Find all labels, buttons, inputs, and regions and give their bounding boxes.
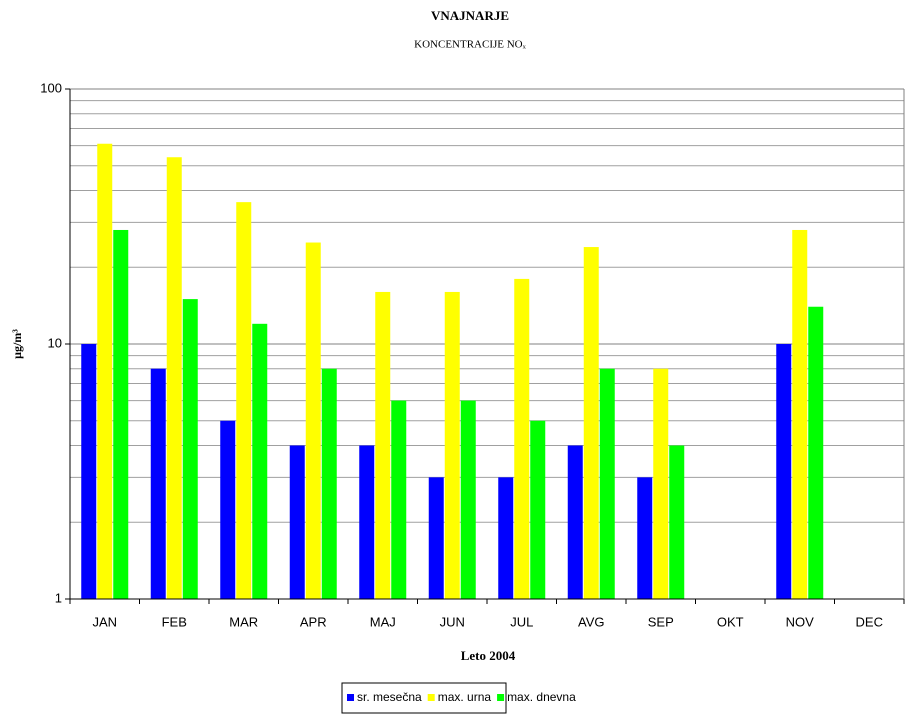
- bar: [776, 344, 792, 599]
- x-tick-label: MAJ: [370, 614, 396, 629]
- legend-label: max. urna: [438, 690, 492, 704]
- bar: [808, 306, 824, 599]
- bar: [166, 157, 182, 599]
- bar: [444, 291, 460, 599]
- x-tick-label: FEB: [162, 614, 187, 629]
- bar: [150, 368, 166, 599]
- bar: [321, 368, 337, 599]
- bar: [113, 229, 129, 599]
- x-tick-label: MAR: [229, 614, 258, 629]
- legend-label: max. dnevna: [507, 690, 576, 704]
- x-tick-label: JAN: [92, 614, 117, 629]
- legend-box: [341, 682, 507, 714]
- x-axis-label: Leto 2004: [461, 648, 516, 663]
- legend-swatch: [497, 694, 505, 701]
- y-tick-label: 1: [55, 590, 62, 605]
- bar: [220, 420, 236, 599]
- bar: [567, 445, 583, 599]
- bar: [81, 344, 97, 599]
- bar: [252, 323, 268, 599]
- bar: [236, 202, 252, 599]
- chart-title: VNAJNARJE: [431, 8, 509, 23]
- bar: [530, 420, 546, 599]
- bar: [460, 400, 476, 599]
- bar: [289, 445, 305, 599]
- x-tick-label: NOV: [786, 614, 815, 629]
- y-tick-label: 100: [40, 80, 62, 95]
- bar: [792, 229, 808, 599]
- bar: [669, 445, 685, 599]
- bar: [653, 368, 669, 599]
- x-tick-label: DEC: [856, 614, 883, 629]
- x-tick-label: SEP: [648, 614, 674, 629]
- bar: [391, 400, 407, 599]
- x-tick-label: JUN: [440, 614, 465, 629]
- bar: [359, 445, 375, 599]
- bar: [305, 242, 321, 599]
- x-tick-label: APR: [300, 614, 327, 629]
- bar: [375, 291, 391, 599]
- legend-swatch: [347, 694, 354, 701]
- bar: [583, 247, 599, 599]
- y-tick-label: 10: [48, 335, 62, 350]
- legend-label: sr. mesečna: [357, 690, 422, 704]
- x-tick-label: JUL: [510, 614, 533, 629]
- y-axis-label: μg/m³: [10, 329, 24, 359]
- legend-swatch: [427, 694, 435, 701]
- bar: [514, 278, 530, 599]
- bar: [182, 299, 198, 599]
- bar: [97, 143, 113, 599]
- chart-subtitle: KONCENTRACIJE NOₓ: [414, 39, 526, 51]
- bar: [498, 477, 514, 599]
- x-tick-label: OKT: [717, 614, 744, 629]
- bar: [637, 477, 653, 599]
- x-tick-label: AVG: [578, 614, 605, 629]
- bar: [599, 368, 615, 599]
- bar: [428, 477, 444, 599]
